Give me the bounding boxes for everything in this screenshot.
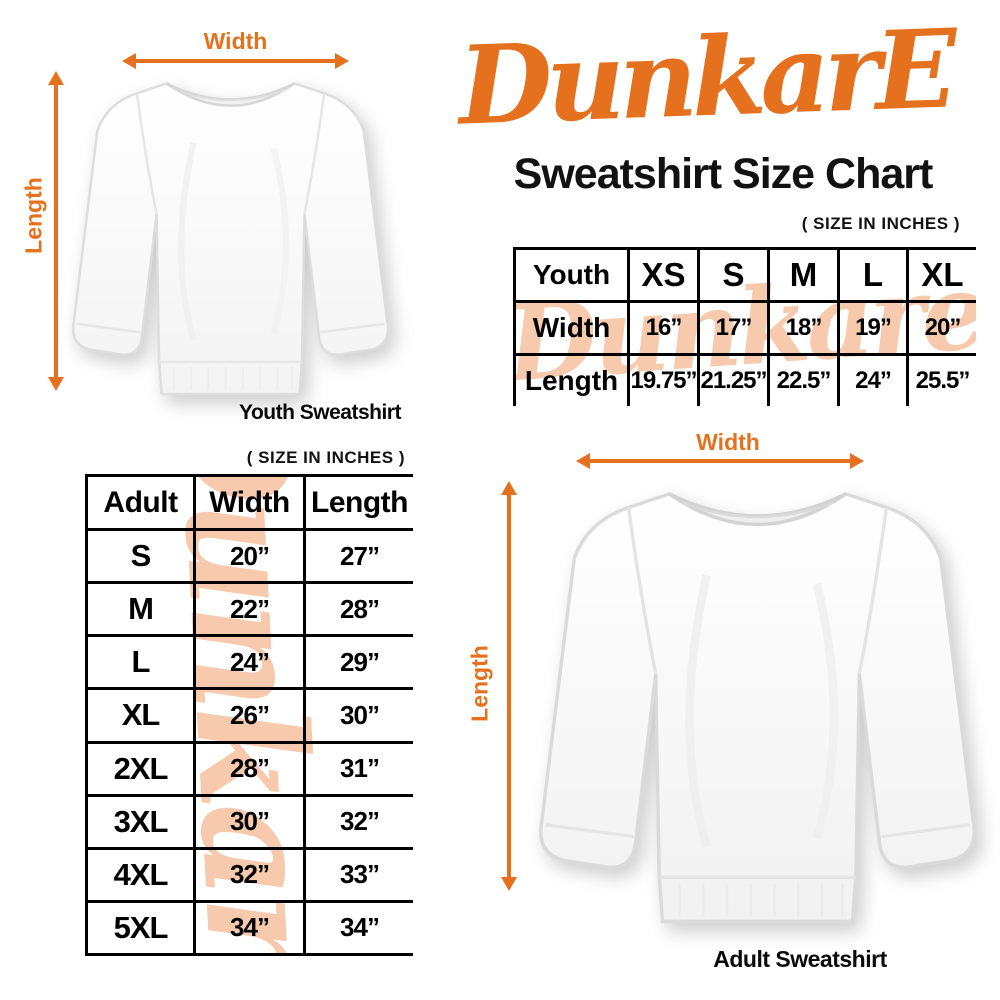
adult-length-3xl: 32” [303, 793, 413, 850]
youth-width-row-label: Width [513, 300, 630, 356]
adult-width-label: Width [696, 429, 760, 455]
youth-length-s: 21.25” [697, 353, 770, 406]
adult-width-2xl: 28” [193, 740, 306, 797]
youth-table-corner-cell: Youth [513, 247, 630, 303]
youth-sweatshirt-image [71, 82, 390, 396]
adult-length-header: Length [303, 474, 413, 532]
adult-row-4xl: 4XL 32” 33” [85, 846, 413, 903]
adult-width-s: 20” [193, 528, 306, 585]
adult-length-label: Length [466, 645, 493, 722]
youth-size-xl: XL [906, 247, 976, 303]
adult-table-header-row: Adult Width Length [85, 474, 413, 532]
adult-sweatshirt-image [539, 492, 976, 924]
adult-units-note: ( SIZE IN INCHES ) [246, 448, 405, 467]
adult-width-l: 24” [193, 634, 306, 691]
youth-width-xs: 16” [627, 300, 700, 356]
youth-length-m: 22.5” [767, 353, 840, 406]
youth-length-arrow [54, 84, 58, 378]
youth-size-s: S [697, 247, 770, 303]
youth-length-xl: 25.5” [906, 353, 976, 406]
adult-row-l: L 24” 29” [85, 634, 413, 691]
adult-row-3xl: 3XL 30” 32” [85, 793, 413, 850]
adult-row-2xl: 2XL 28” 31” [85, 740, 413, 797]
youth-length-label: Length [20, 177, 47, 254]
youth-length-row: Length 19.75” 21.25” 22.5” 24” 25.5” [513, 353, 976, 406]
youth-size-l: L [837, 247, 909, 303]
adult-width-header: Width [193, 474, 306, 532]
adult-table-corner-cell: Adult [85, 474, 196, 532]
youth-size-xs: XS [627, 247, 700, 303]
adult-length-arrow [507, 494, 511, 878]
adult-length-l: 29” [303, 634, 413, 691]
adult-length-2xl: 31” [303, 740, 413, 797]
adult-size-3xl: 3XL [85, 793, 196, 850]
adult-size-s: S [85, 528, 196, 585]
youth-size-m: M [767, 247, 840, 303]
adult-width-3xl: 30” [193, 793, 306, 850]
adult-size-2xl: 2XL [85, 740, 196, 797]
youth-units-note: ( SIZE IN INCHES ) [801, 214, 960, 233]
youth-width-s: 17” [697, 300, 770, 356]
adult-length-m: 28” [303, 581, 413, 638]
adult-length-xl: 30” [303, 687, 413, 744]
adult-table-wrapper: Dunkare Adult Width Length S 20” 27” M 2… [85, 474, 413, 956]
youth-sweatshirt-caption: Youth Sweatshirt [239, 401, 401, 424]
youth-length-xs: 19.75” [627, 353, 700, 406]
adult-size-xl: XL [85, 687, 196, 744]
adult-width-arrow [589, 459, 851, 463]
adult-row-s: S 20” 27” [85, 528, 413, 585]
adult-width-5xl: 34” [193, 899, 306, 956]
adult-row-m: M 22” 28” [85, 581, 413, 638]
youth-width-arrow [135, 59, 336, 63]
youth-length-l: 24” [837, 353, 909, 406]
adult-size-table: Adult Width Length S 20” 27” M 22” 28” L… [85, 474, 413, 956]
youth-table-header-row: Youth XS S M L XL [513, 247, 976, 303]
adult-size-l: L [85, 634, 196, 691]
page-title: Sweatshirt Size Chart [513, 150, 934, 198]
youth-width-l: 19” [837, 300, 909, 356]
youth-width-row: Width 16” 17” 18” 19” 20” [513, 300, 976, 356]
youth-width-xl: 20” [906, 300, 976, 356]
adult-size-4xl: 4XL [85, 846, 196, 903]
youth-length-row-label: Length [513, 353, 630, 406]
youth-table-wrapper: Dunkare Youth XS S M L XL Width 16” 17” … [513, 247, 976, 406]
adult-sweatshirt-caption: Adult Sweatshirt [713, 946, 887, 972]
youth-width-m: 18” [767, 300, 840, 356]
adult-width-4xl: 32” [193, 846, 306, 903]
adult-row-xl: XL 26” 30” [85, 687, 413, 744]
youth-width-label: Width [203, 28, 268, 54]
youth-size-table: Youth XS S M L XL Width 16” 17” 18” 19” … [513, 247, 976, 406]
adult-length-s: 27” [303, 528, 413, 585]
adult-size-m: M [85, 581, 196, 638]
adult-width-xl: 26” [193, 687, 306, 744]
adult-size-5xl: 5XL [85, 899, 196, 956]
adult-length-5xl: 34” [303, 899, 413, 956]
adult-width-m: 22” [193, 581, 306, 638]
adult-length-4xl: 33” [303, 846, 413, 903]
adult-row-5xl: 5XL 34” 34” [85, 899, 413, 956]
brand-logo: DunkarE [456, 6, 954, 150]
